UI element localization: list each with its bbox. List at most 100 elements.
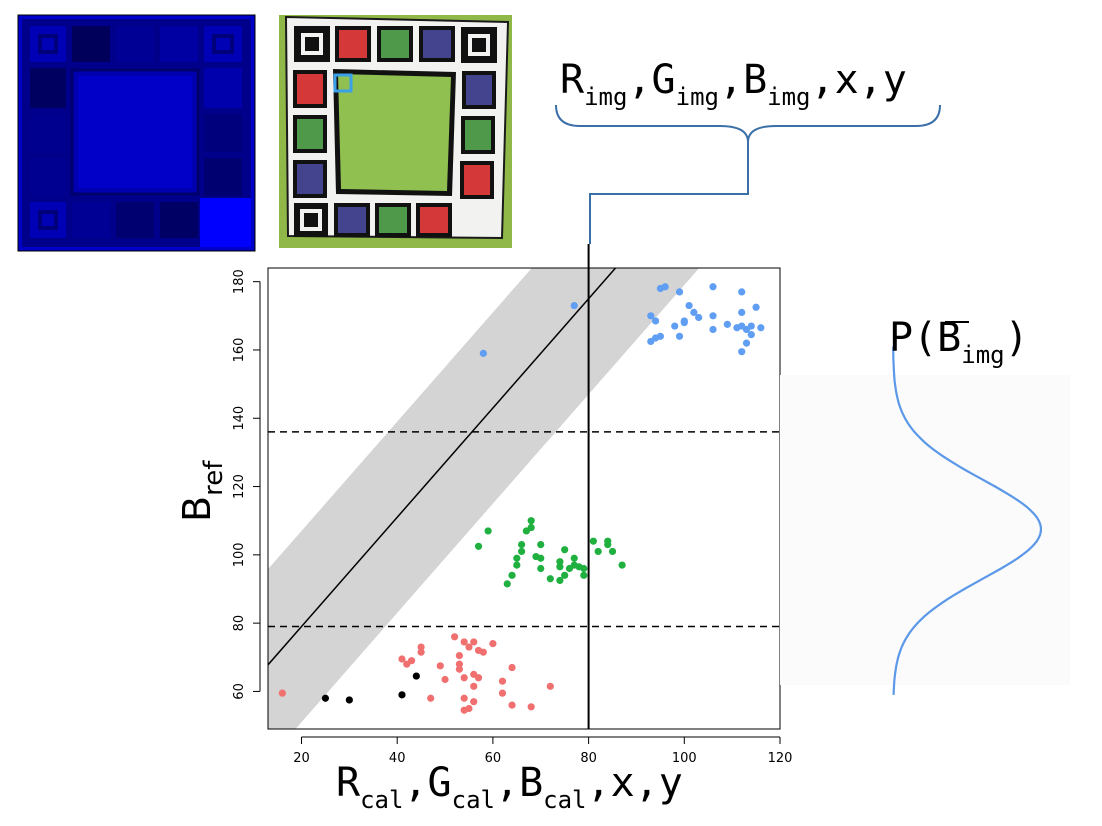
point-black — [321, 694, 330, 702]
point-green — [570, 554, 578, 562]
point-green — [537, 541, 545, 549]
point-red — [278, 689, 286, 697]
point-green — [556, 563, 564, 571]
point-blue — [656, 332, 664, 340]
distribution-label: P(Bimg) — [889, 315, 1029, 369]
point-blue — [675, 288, 684, 296]
scatter-chart: 20 40 60 80 100 120 60 80 100 120 140 160 180 — [232, 267, 793, 766]
point-green — [474, 542, 483, 550]
point-red — [436, 662, 444, 670]
y-tick-label: 100 — [232, 542, 247, 567]
x-tick-label: 40 — [389, 751, 406, 766]
point-green — [518, 547, 526, 556]
distribution-panel — [780, 375, 1070, 685]
dist-label-close: ) — [1005, 315, 1029, 361]
point-blue — [757, 324, 765, 332]
svg-text:Rimg,Gimg,Bimg,x,y: Rimg,Gimg,Bimg,x,y — [560, 57, 907, 111]
point-green — [580, 564, 588, 573]
point-green — [618, 561, 626, 569]
point-red — [407, 657, 416, 665]
point-green — [589, 537, 597, 545]
point-green — [527, 523, 535, 532]
point-red — [508, 663, 516, 672]
point-blue — [738, 348, 746, 356]
fit-line — [268, 268, 617, 666]
y-axis-title: Bref — [175, 460, 229, 522]
y-tick-label: 140 — [232, 406, 247, 431]
point-red — [465, 704, 473, 713]
y-tick-label: 160 — [232, 338, 247, 363]
svg-text:P(Bimg): P(Bimg) — [889, 315, 1029, 369]
point-blue — [742, 339, 751, 347]
svg-text:Rcal,Gcal,Bcal,x,y: Rcal,Gcal,Bcal,x,y — [336, 760, 683, 814]
point-green — [608, 547, 617, 556]
point-red — [455, 665, 464, 673]
distribution-curve — [892, 346, 1042, 695]
top-label-r: R — [560, 57, 585, 103]
x-title-sub-g: cal — [452, 786, 495, 814]
point-red — [398, 655, 406, 663]
point-red — [470, 638, 478, 646]
point-blue — [671, 322, 679, 330]
top-label-g: ,G — [627, 57, 675, 103]
point-red — [489, 640, 497, 648]
point-red — [460, 638, 468, 646]
point-blue — [651, 317, 660, 325]
point-red — [470, 682, 478, 690]
y-tick-label: 120 — [232, 474, 247, 499]
point-blue — [747, 322, 755, 330]
point-red — [508, 701, 516, 709]
point-blue — [709, 283, 717, 291]
y-title-b: B — [175, 496, 219, 522]
point-red — [474, 674, 483, 682]
x-axis-title: Rcal,Gcal,Bcal,x,y — [336, 760, 683, 814]
y-axis: 60 80 100 120 140 160 180 — [232, 269, 261, 700]
x-tick-label: 120 — [768, 751, 793, 766]
point-blue — [690, 308, 698, 316]
point-green — [484, 527, 492, 535]
point-green — [537, 554, 545, 562]
point-red — [441, 675, 449, 684]
x-tick-label: 80 — [580, 751, 597, 766]
x-title-b: ,B — [495, 760, 543, 806]
point-blue — [738, 308, 746, 316]
x-tick-label: 100 — [672, 751, 697, 766]
point-green — [561, 571, 569, 579]
point-green — [513, 554, 521, 562]
top-label-sub-r: img — [584, 83, 627, 111]
point-blue — [747, 330, 755, 339]
brace-connector — [589, 142, 749, 244]
top-label-xy: ,x,y — [811, 57, 907, 103]
point-red — [417, 643, 425, 651]
point-red — [427, 694, 435, 702]
point-black — [398, 691, 406, 699]
point-red — [470, 698, 478, 706]
y-tick-label: 60 — [232, 683, 247, 700]
point-green — [527, 517, 535, 525]
point-green — [556, 576, 564, 585]
x-title-sub-b: cal — [543, 786, 586, 814]
point-blue — [709, 325, 717, 334]
top-label: Rimg,Gimg,Bimg,x,y — [560, 57, 907, 111]
point-green — [604, 541, 612, 549]
photo-calibration-tile — [279, 15, 512, 248]
point-red — [498, 677, 507, 685]
y-tick-label: 80 — [232, 615, 247, 632]
point-red — [460, 694, 468, 702]
point-red — [455, 651, 464, 660]
point-blue — [570, 301, 578, 310]
x-title-xy: ,x,y — [587, 760, 683, 806]
point-red — [455, 660, 464, 668]
point-red — [546, 682, 554, 690]
dist-label-sub: img — [961, 341, 1004, 369]
point-red — [498, 689, 507, 697]
point-blue — [709, 312, 717, 320]
point-red — [417, 648, 425, 656]
point-blue — [695, 313, 703, 322]
point-green — [508, 571, 516, 579]
point-green — [580, 571, 588, 579]
point-red — [479, 648, 487, 656]
blue-calibration-tile — [17, 14, 256, 252]
x-title-r: R — [336, 760, 361, 806]
point-green — [546, 575, 554, 583]
